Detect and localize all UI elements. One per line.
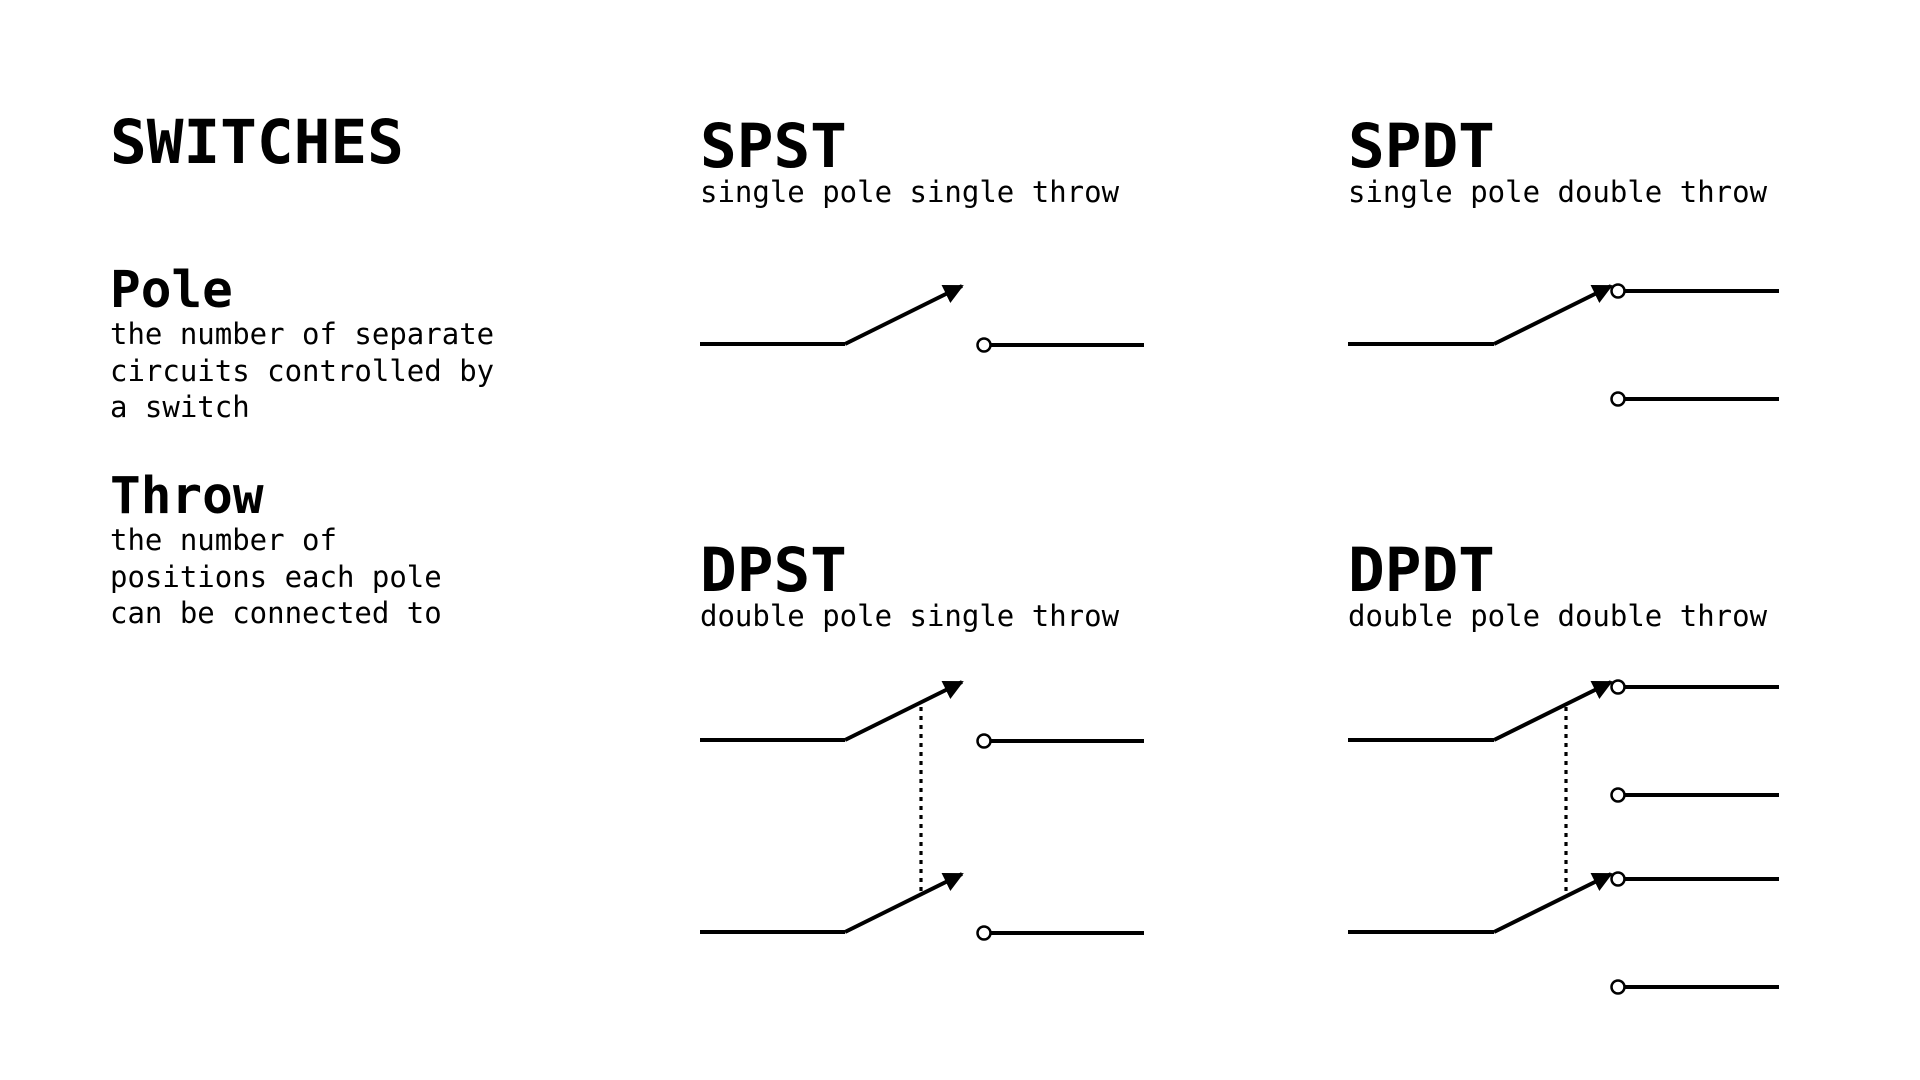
dpdt-contact-2	[1610, 787, 1626, 803]
dpdt-contact-3	[1610, 871, 1626, 887]
spdt-contact-1	[1610, 283, 1626, 299]
page-title: SWITCHES	[110, 107, 404, 178]
dpst-symbol	[700, 680, 1144, 941]
throw-term: Throw	[110, 467, 264, 526]
dpst-code: DPST	[700, 535, 847, 606]
dpst-name: double pole single throw	[700, 599, 1120, 633]
spdt-code: SPDT	[1348, 111, 1495, 182]
dpst-contact-2	[976, 925, 992, 941]
spdt-symbol	[1348, 283, 1779, 407]
spst-name: single pole single throw	[700, 175, 1120, 209]
pole-term: Pole	[110, 261, 233, 320]
spst-code: SPST	[700, 111, 847, 182]
spst-symbol	[700, 284, 1144, 353]
spst-blade	[844, 284, 964, 346]
dpdt-blade-1	[1493, 680, 1613, 742]
throw-description: the number of positions each pole can be…	[110, 523, 442, 630]
dpdt-code: DPDT	[1348, 535, 1495, 606]
spdt-contact-2	[1610, 391, 1626, 407]
dpdt-symbol	[1348, 679, 1779, 995]
dpdt-contact-4	[1610, 979, 1626, 995]
pole-description: the number of separate circuits controll…	[110, 317, 495, 424]
spdt-blade	[1493, 284, 1613, 346]
dpst-contact-1	[976, 733, 992, 749]
spdt-name: single pole double throw	[1348, 175, 1768, 209]
dpst-blade-2	[844, 872, 964, 934]
dpst-blade-1	[844, 680, 964, 742]
dpdt-contact-1	[1610, 679, 1626, 695]
dpdt-blade-2	[1493, 872, 1613, 934]
dpdt-name: double pole double throw	[1348, 599, 1768, 633]
spst-contact	[976, 337, 992, 353]
